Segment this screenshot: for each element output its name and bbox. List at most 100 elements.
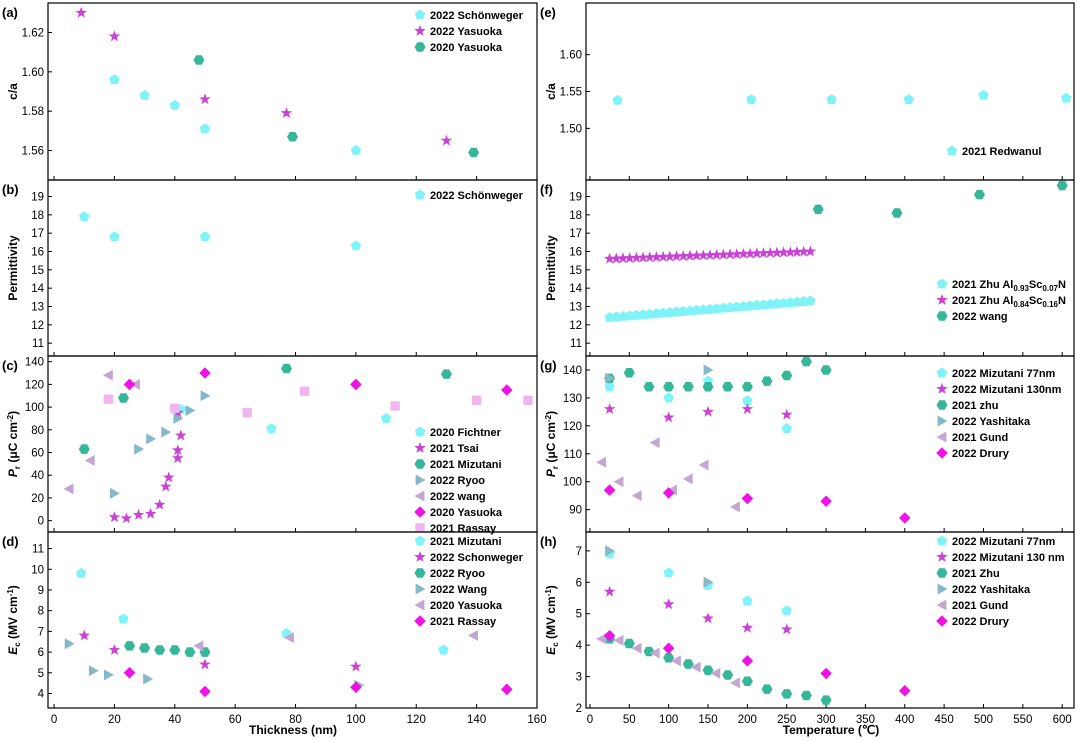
legend: 2022 Mizutani 77nm 2022 Mizutani 130nm 202…	[936, 367, 1062, 460]
legend-label: 2021 Mizutani	[430, 536, 502, 548]
y-tick-label: 140	[563, 365, 582, 377]
data-point	[440, 134, 453, 146]
data-point	[78, 444, 90, 454]
data-point	[649, 647, 660, 659]
legend-label: 2021 zhu	[952, 400, 998, 412]
data-point	[287, 132, 298, 142]
data-point	[730, 501, 740, 513]
data-point	[175, 429, 187, 441]
data-point	[761, 376, 773, 386]
data-point	[603, 252, 616, 264]
data-point	[667, 484, 677, 496]
data-point	[781, 689, 793, 699]
legend-label: 2022 Drury	[952, 448, 1010, 460]
data-point	[682, 473, 693, 485]
legend-label: 2021 Rassay	[430, 523, 497, 535]
legend-label: 2020 Yasuoka	[430, 507, 503, 519]
y-tick-label: 8	[38, 606, 44, 618]
series-0	[604, 295, 816, 322]
data-point	[299, 386, 310, 396]
data-point	[741, 382, 753, 392]
data-point	[690, 249, 703, 261]
series-3	[605, 545, 714, 588]
data-point	[737, 247, 750, 259]
data-point	[744, 247, 756, 259]
legend-marker	[936, 293, 948, 305]
y-tick-label: 16	[31, 247, 44, 259]
x-tick-label: 120	[407, 714, 426, 726]
data-point	[670, 250, 683, 262]
data-point	[102, 369, 113, 381]
y-tick-label: 1.60	[22, 67, 44, 79]
legend-label: 2022 Yashitaka	[952, 584, 1031, 596]
y-tick-label: 110	[564, 449, 582, 461]
legend: 2021 Mizutani 2022 Schonweger 2022 Ryoo 202…	[414, 535, 524, 628]
data-point	[284, 632, 294, 644]
data-point	[663, 392, 674, 403]
legend-marker	[414, 615, 426, 627]
data-point	[613, 634, 624, 646]
x-tick-label: 150	[698, 714, 717, 726]
legend-marker	[414, 189, 426, 200]
y-tick-label: 1.55	[560, 87, 582, 99]
data-point	[163, 471, 175, 483]
data-point	[613, 476, 624, 488]
panel-e: (e) 1.50 1.55 1.60 c/a 2021 Redwanul	[540, 2, 1075, 181]
x-tick-label: 600	[1053, 714, 1072, 726]
panel-c: (c) 0 20 40 60 80 100 120 140 Pr (μC cm-2) 2020 Fi…	[2, 355, 538, 535]
legend-label: 2021 Redwanul	[962, 146, 1041, 158]
data-point	[350, 660, 362, 672]
y-tick-label: 6	[576, 577, 582, 589]
y-tick-label: 3	[576, 672, 582, 684]
data-point	[78, 629, 90, 641]
data-point	[350, 378, 362, 391]
data-point	[523, 395, 533, 405]
data-point	[468, 147, 480, 158]
legend-marker	[936, 367, 948, 378]
series-1	[78, 629, 362, 672]
data-point	[468, 630, 478, 641]
legend-label: 2022 Ryoo	[430, 475, 485, 487]
x-tick-label: 160	[527, 714, 546, 726]
x-tick-label: 250	[777, 714, 796, 726]
data-point	[596, 633, 607, 645]
y-tick-label: 7	[38, 626, 44, 638]
data-point	[741, 655, 754, 667]
data-point	[123, 667, 136, 679]
data-point	[899, 684, 911, 697]
legend-marker	[414, 441, 426, 453]
data-point	[185, 405, 196, 416]
data-point	[63, 483, 74, 495]
data-point	[702, 382, 714, 392]
series-5	[603, 629, 911, 697]
legend-marker	[415, 474, 426, 486]
series-0	[79, 211, 362, 251]
data-point	[820, 365, 832, 375]
panel-label: (b)	[2, 182, 19, 197]
x-axis-label-thickness: Thickness (nm)	[249, 723, 337, 737]
legend-marker	[414, 506, 426, 518]
x-tick-label: 0	[51, 714, 57, 726]
y-tick-label: 2	[576, 703, 582, 715]
legend-label: 2022 Yasuoka	[430, 26, 503, 38]
data-point	[193, 55, 205, 65]
data-point	[899, 512, 911, 524]
legend-marker	[414, 490, 425, 502]
legend-label: 2021 Mizutani	[430, 459, 502, 471]
series-1	[603, 403, 793, 423]
series-5	[123, 367, 513, 396]
y-tick-label: 90	[569, 505, 582, 517]
data-point	[684, 305, 696, 316]
y-tick-label: 4	[38, 689, 45, 701]
data-point	[631, 642, 642, 654]
panel-label: (d)	[2, 534, 19, 549]
data-point	[742, 595, 753, 606]
data-point	[472, 395, 482, 405]
series-2	[604, 356, 832, 392]
series-0	[175, 403, 392, 434]
data-point	[724, 248, 736, 260]
data-point	[623, 252, 636, 263]
data-point	[108, 644, 121, 655]
y-axis-label: Permittivity	[544, 235, 558, 301]
y-tick-label: 18	[31, 210, 44, 222]
